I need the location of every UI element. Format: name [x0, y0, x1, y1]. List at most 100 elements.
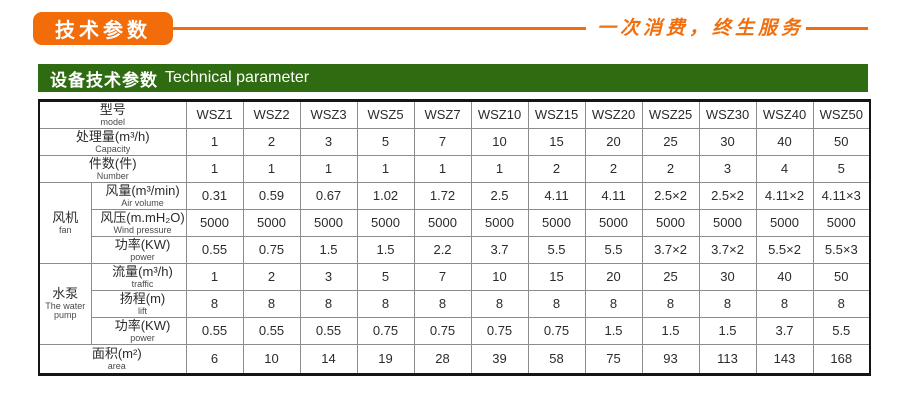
table-cell: 8 [755, 290, 814, 318]
table-cell: 3 [299, 128, 358, 156]
table-cell: 5000 [755, 209, 814, 237]
table-cell: 14 [299, 344, 358, 376]
table-cell: 8 [641, 290, 700, 318]
table-cell: 5.5 [527, 236, 586, 264]
table-cell: 8 [812, 290, 871, 318]
row-label-zh: 风压(m.mH₂O) [100, 209, 185, 225]
group-label-pump: 水泵 The water pump [38, 263, 92, 345]
table-cell: 5000 [698, 209, 757, 237]
column-header: WSZ50 [812, 99, 871, 129]
table-cell: 0.55 [185, 317, 244, 345]
table-cell: 8 [527, 290, 586, 318]
table-row-wind-pressure: 风压(m.mH₂O) Wind pressure 5000 5000 5000 … [39, 209, 871, 237]
table-cell: 5000 [470, 209, 529, 237]
table-cell: 0.55 [299, 317, 358, 345]
row-label-lift: 扬程(m) lift [90, 290, 187, 318]
table-cell: 40 [755, 128, 814, 156]
table-row-fan-power: 功率(KW) power 0.55 0.75 1.5 1.5 2.2 3.7 5… [39, 236, 871, 264]
table-cell: 2 [527, 155, 586, 183]
table-row-capacity: 处理量(m³/h) Capacity 1 2 3 5 7 10 15 20 25… [38, 128, 871, 156]
table-cell: 5.5 [812, 317, 871, 345]
table-cell: 3 [299, 263, 358, 291]
table-cell: 5000 [527, 209, 586, 237]
table-cell: 8 [413, 290, 472, 318]
row-label-zh: 面积(m²) [91, 345, 142, 361]
column-header: WSZ40 [755, 99, 814, 129]
row-label-area: 面积(m²) area [38, 344, 187, 376]
column-header: WSZ20 [584, 99, 643, 129]
table-cell: 10 [470, 128, 529, 156]
row-label-zh: 型号 [99, 101, 126, 117]
table-cell: 2 [242, 128, 301, 156]
table-cell: 5 [356, 263, 415, 291]
column-header: WSZ25 [641, 99, 700, 129]
group-label-en: The water pump [45, 300, 86, 321]
table-cell: 25 [641, 128, 700, 156]
table-row-air-volume: 风机 fan 风量(m³/min) Air volume 0.31 0.59 0… [38, 182, 871, 264]
table-cell: 75 [584, 344, 643, 376]
table-cell: 1 [356, 155, 415, 183]
group-label-fan: 风机 fan [38, 182, 92, 264]
table-cell: 5.5 [584, 236, 643, 264]
table-cell: 0.31 [185, 182, 244, 210]
row-label-en: area [107, 360, 126, 371]
table-cell: 30 [698, 128, 757, 156]
table-cell: 4.11 [527, 182, 586, 210]
table-cell: 1.5 [356, 236, 415, 264]
table-cell: 5000 [413, 209, 472, 237]
table-cell: 2.2 [413, 236, 472, 264]
table-cell: 93 [641, 344, 700, 376]
table-cell: 4.11×2 [755, 182, 814, 210]
row-label-en: Number [96, 170, 129, 181]
table-cell: 0.55 [242, 317, 301, 345]
column-header: WSZ3 [299, 99, 358, 129]
table-cell: 4.11 [584, 182, 643, 210]
table-cell: 2.5×2 [698, 182, 757, 210]
table-cell: 15 [527, 263, 586, 291]
table-cell: 2.5 [470, 182, 529, 210]
table-cell: 3.7×2 [698, 236, 757, 264]
table-cell: 5000 [641, 209, 700, 237]
tech-params-badge: 技术参数 [33, 12, 173, 45]
table-cell: 40 [755, 263, 814, 291]
table-cell: 50 [812, 263, 871, 291]
group-label-en: fan [58, 224, 72, 235]
table-cell: 3.7 [470, 236, 529, 264]
table-cell: 0.75 [242, 236, 301, 264]
row-label-flow: 流量(m³/h) traffic [90, 263, 187, 291]
table-cell: 1 [185, 263, 244, 291]
table-cell: 1.02 [356, 182, 415, 210]
table-cell: 0.67 [299, 182, 358, 210]
table-cell: 20 [584, 128, 643, 156]
table-cell: 0.55 [185, 236, 244, 264]
table-cell: 8 [698, 290, 757, 318]
row-label-zh: 处理量(m³/h) [75, 128, 150, 144]
table-cell: 8 [299, 290, 358, 318]
table-cell: 30 [698, 263, 757, 291]
table-cell: 28 [413, 344, 472, 376]
table-cell: 3.7 [755, 317, 814, 345]
table-cell: 4 [755, 155, 814, 183]
table-cell: 1 [299, 155, 358, 183]
table-cell: 2.5×2 [641, 182, 700, 210]
row-label-en: lift [138, 305, 147, 316]
row-label-en: traffic [131, 278, 154, 289]
column-header: WSZ1 [185, 99, 244, 129]
table-row-area: 面积(m²) area 6 10 14 19 28 39 58 75 93 11… [38, 344, 871, 376]
row-label-zh: 风量(m³/min) [105, 182, 180, 198]
table-row-number: 件数(件) Number 1 1 1 1 1 1 2 2 2 3 4 5 [38, 155, 871, 183]
table-cell: 6 [185, 344, 244, 376]
section-header: 设备技术参数 Technical parameter [38, 64, 868, 92]
table-cell: 113 [698, 344, 757, 376]
table-cell: 5000 [584, 209, 643, 237]
row-label-zh: 功率(KW) [114, 236, 171, 252]
table-cell: 2 [641, 155, 700, 183]
table-cell: 1 [185, 155, 244, 183]
table-row-lift: 扬程(m) lift 8 8 8 8 8 8 8 8 8 8 8 8 [39, 290, 871, 318]
table-cell: 0.75 [470, 317, 529, 345]
column-header: WSZ30 [698, 99, 757, 129]
row-label-en: power [130, 332, 155, 343]
table-cell: 1.5 [299, 236, 358, 264]
table-cell: 8 [185, 290, 244, 318]
row-label-en: model [100, 116, 126, 127]
